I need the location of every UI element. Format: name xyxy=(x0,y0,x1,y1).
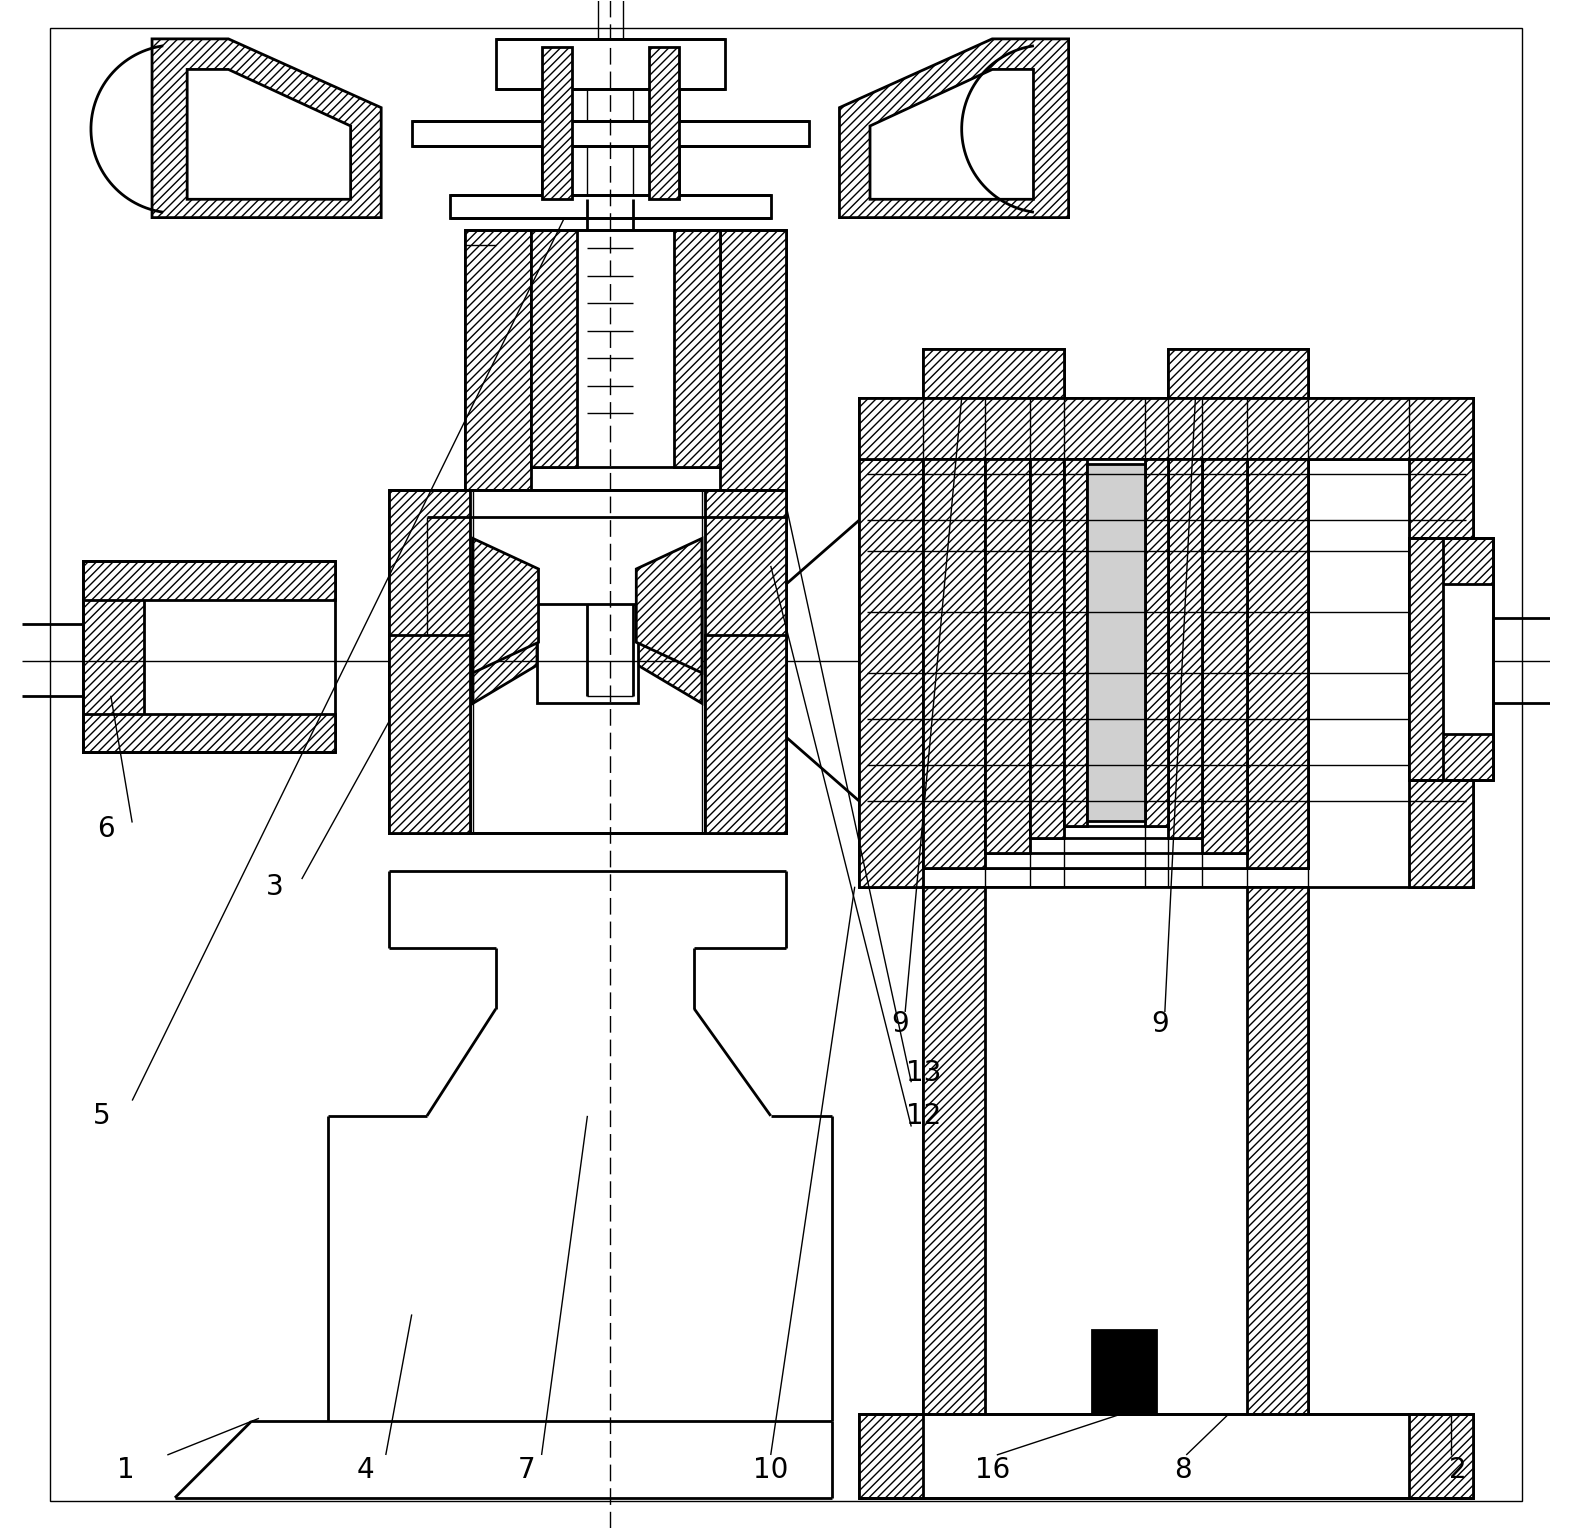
Bar xyxy=(1409,398,1473,887)
Bar xyxy=(83,561,335,599)
Bar xyxy=(674,229,720,466)
Bar xyxy=(542,46,679,199)
Bar xyxy=(388,635,470,833)
Bar xyxy=(1168,459,1201,838)
Text: 4: 4 xyxy=(357,1456,374,1485)
Bar xyxy=(388,489,786,833)
Polygon shape xyxy=(187,69,351,199)
Bar xyxy=(1168,349,1308,398)
Text: 2: 2 xyxy=(1449,1456,1467,1485)
Bar xyxy=(704,489,786,833)
Bar xyxy=(720,229,786,489)
Bar xyxy=(465,229,531,489)
Text: 1: 1 xyxy=(118,1456,135,1485)
Bar xyxy=(923,887,1308,1422)
Bar xyxy=(860,398,1473,459)
Text: 6: 6 xyxy=(97,815,115,842)
Text: 7: 7 xyxy=(517,1456,534,1485)
Bar xyxy=(860,1414,923,1498)
Bar xyxy=(860,398,923,887)
Bar xyxy=(1086,463,1144,821)
Bar xyxy=(1247,459,1308,868)
Bar xyxy=(1064,459,1086,826)
Bar xyxy=(1247,887,1308,1422)
Bar xyxy=(1409,538,1493,584)
Text: 9: 9 xyxy=(1151,1011,1170,1038)
Bar xyxy=(649,46,679,199)
Polygon shape xyxy=(473,566,538,703)
Bar xyxy=(1409,538,1443,780)
Bar xyxy=(83,714,335,752)
Bar xyxy=(495,38,725,89)
Bar xyxy=(465,229,786,489)
Bar xyxy=(923,349,1064,398)
Bar xyxy=(388,489,470,833)
Bar xyxy=(923,459,1308,868)
Text: 16: 16 xyxy=(975,1456,1009,1485)
Text: 5: 5 xyxy=(93,1102,110,1130)
Bar xyxy=(704,635,786,833)
Bar xyxy=(542,46,572,199)
Bar xyxy=(1030,459,1201,838)
Bar xyxy=(860,398,1473,459)
Bar xyxy=(923,349,1064,398)
Polygon shape xyxy=(839,38,1069,217)
Text: 8: 8 xyxy=(1174,1456,1192,1485)
Polygon shape xyxy=(869,69,1033,199)
Bar xyxy=(984,459,1030,853)
Bar xyxy=(923,459,984,868)
Bar xyxy=(531,229,720,466)
Polygon shape xyxy=(637,538,703,673)
Bar xyxy=(923,887,984,1422)
Bar xyxy=(450,194,770,217)
Bar xyxy=(1201,459,1247,853)
Text: 13: 13 xyxy=(905,1060,942,1087)
Polygon shape xyxy=(152,38,380,217)
Text: 12: 12 xyxy=(905,1102,942,1130)
Text: 3: 3 xyxy=(266,873,283,901)
Bar xyxy=(1144,459,1168,826)
Bar xyxy=(860,1414,1473,1498)
Bar xyxy=(538,604,638,703)
Polygon shape xyxy=(473,538,539,673)
Bar xyxy=(83,561,145,752)
Bar xyxy=(531,229,577,466)
Bar xyxy=(923,459,1308,868)
Bar xyxy=(984,459,1247,853)
Bar xyxy=(1409,734,1493,780)
Text: 10: 10 xyxy=(753,1456,789,1485)
Bar xyxy=(1030,459,1064,838)
Bar xyxy=(860,398,1473,887)
Bar xyxy=(1409,538,1493,780)
Bar xyxy=(1409,1414,1473,1498)
Bar xyxy=(1168,349,1308,398)
Bar xyxy=(1064,459,1168,826)
Polygon shape xyxy=(638,566,703,703)
Bar xyxy=(412,121,810,145)
Bar xyxy=(1091,1330,1155,1414)
Bar xyxy=(83,561,335,752)
Text: 9: 9 xyxy=(891,1011,910,1038)
